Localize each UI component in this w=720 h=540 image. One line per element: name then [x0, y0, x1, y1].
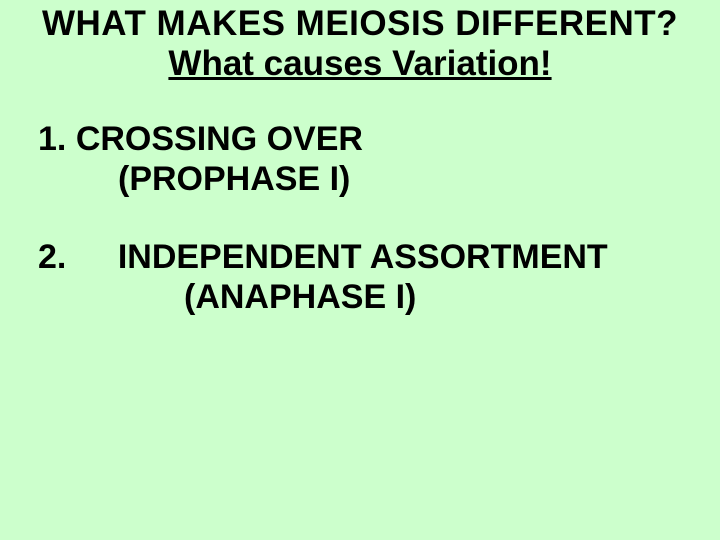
title-line-1: WHAT MAKES MEIOSIS DIFFERENT?	[10, 4, 710, 44]
item-main: INDEPENDENT ASSORTMENT	[76, 238, 608, 276]
variation-list: 1. CROSSING OVER (PROPHASE I) 2. INDEPEN…	[10, 119, 710, 317]
list-item-1: 1. CROSSING OVER (PROPHASE I)	[38, 119, 710, 199]
list-item-2: 2. INDEPENDENT ASSORTMENT (ANAPHASE I)	[38, 237, 710, 317]
item-number: 1.	[38, 119, 66, 159]
slide: WHAT MAKES MEIOSIS DIFFERENT? What cause…	[0, 0, 720, 540]
item-number: 2.	[38, 237, 66, 277]
slide-title: WHAT MAKES MEIOSIS DIFFERENT? What cause…	[10, 4, 710, 85]
item-main: CROSSING OVER	[76, 120, 363, 158]
item-phase: (ANAPHASE I)	[38, 277, 710, 317]
item-phase: (PROPHASE I)	[38, 159, 710, 199]
title-line-2: What causes Variation!	[10, 44, 710, 84]
